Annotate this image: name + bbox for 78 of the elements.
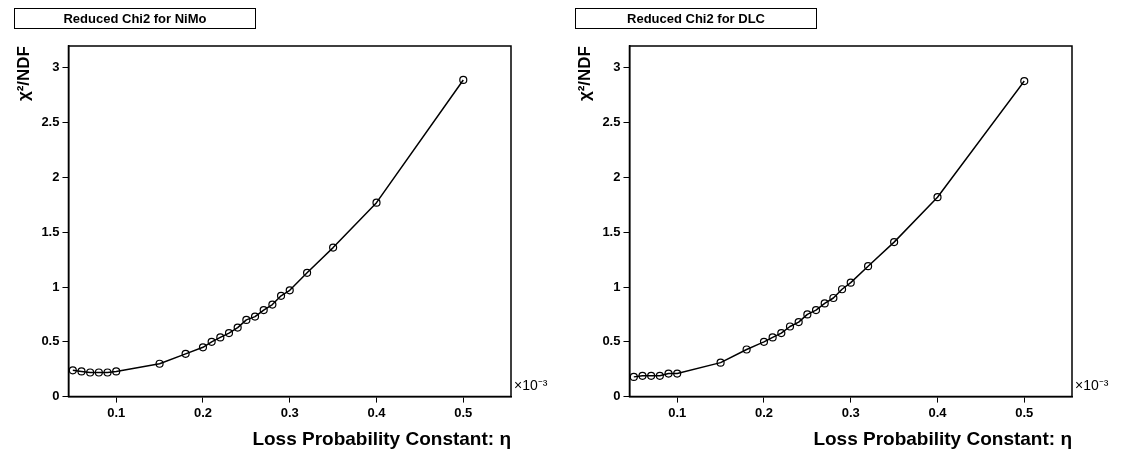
y-tick-label: 1 bbox=[52, 278, 60, 294]
y-tick-label: 0 bbox=[52, 388, 60, 404]
point bbox=[103, 368, 112, 377]
point bbox=[224, 328, 234, 338]
y-tick-label: 0 bbox=[613, 388, 621, 404]
text: ×10⁻³ bbox=[1075, 377, 1109, 394]
point bbox=[155, 359, 164, 368]
point bbox=[459, 75, 468, 85]
y-tick-label: 1.5 bbox=[41, 223, 60, 239]
point bbox=[250, 312, 260, 321]
text: ×10⁻³ bbox=[514, 377, 548, 394]
point bbox=[198, 343, 208, 352]
point bbox=[846, 278, 855, 287]
y-tick-label: 1.5 bbox=[602, 223, 621, 239]
y-tick-label: 3 bbox=[52, 59, 60, 75]
x-axis-title: Loss Probability Constant: η bbox=[813, 427, 1072, 449]
point bbox=[742, 345, 751, 354]
point bbox=[759, 337, 769, 346]
point bbox=[794, 318, 803, 327]
point bbox=[768, 333, 777, 342]
y-tick-label: 0.5 bbox=[602, 333, 621, 349]
point bbox=[86, 368, 95, 377]
chart-title: Reduced Chi2 for NiMo bbox=[14, 8, 256, 29]
x-tick-label: 0.4 bbox=[928, 404, 948, 420]
point bbox=[777, 328, 786, 338]
y-tick-label: 2 bbox=[613, 169, 621, 185]
point bbox=[207, 337, 216, 346]
y-tick-label: 0.5 bbox=[41, 333, 60, 349]
point bbox=[216, 333, 225, 342]
point bbox=[94, 368, 103, 377]
point bbox=[302, 268, 312, 277]
point bbox=[112, 367, 121, 376]
point bbox=[785, 322, 795, 331]
point bbox=[372, 198, 381, 207]
x-tick-label: 0.2 bbox=[193, 404, 212, 420]
y-axis-title: χ²/NDF bbox=[13, 46, 33, 102]
y-tick-label: 2.5 bbox=[602, 114, 621, 130]
point bbox=[285, 286, 294, 295]
point bbox=[259, 305, 268, 315]
x-tick-label: 0.5 bbox=[454, 404, 473, 420]
x-tick-label: 0.1 bbox=[668, 404, 687, 420]
point bbox=[629, 372, 638, 381]
point bbox=[673, 369, 682, 378]
point bbox=[233, 323, 242, 332]
point bbox=[716, 358, 725, 367]
point bbox=[890, 238, 899, 247]
point bbox=[837, 285, 847, 294]
y-tick-label: 2 bbox=[52, 169, 60, 185]
point bbox=[820, 299, 829, 308]
y-tick-label: 3 bbox=[613, 59, 621, 75]
point bbox=[811, 305, 821, 315]
x-tick-label: 0.5 bbox=[1015, 404, 1034, 420]
point bbox=[863, 262, 873, 271]
point bbox=[664, 369, 673, 378]
x-axis-title: Loss Probability Constant: η bbox=[252, 427, 511, 449]
point bbox=[276, 291, 286, 300]
point bbox=[181, 349, 190, 358]
x-tick-label: 0.3 bbox=[280, 404, 299, 420]
point bbox=[638, 371, 647, 380]
x-tick-label: 0.1 bbox=[107, 404, 126, 420]
point bbox=[268, 300, 277, 309]
y-tick-label: 2.5 bbox=[41, 114, 60, 130]
y-tick-label: 1 bbox=[613, 278, 621, 294]
x-tick-label: 0.2 bbox=[754, 404, 773, 420]
x-tick-label: 0.4 bbox=[367, 404, 387, 420]
point bbox=[242, 315, 251, 325]
point bbox=[803, 310, 812, 319]
point bbox=[1020, 76, 1029, 86]
chart-title: Reduced Chi2 for DLC bbox=[575, 8, 817, 29]
point bbox=[329, 243, 338, 252]
y-axis-title: χ²/NDF bbox=[574, 46, 594, 102]
x-tick-label: 0.3 bbox=[841, 404, 860, 420]
point bbox=[647, 371, 656, 380]
point bbox=[77, 367, 86, 376]
point bbox=[933, 193, 942, 202]
point bbox=[68, 366, 77, 375]
point bbox=[655, 371, 664, 380]
point bbox=[829, 293, 838, 303]
